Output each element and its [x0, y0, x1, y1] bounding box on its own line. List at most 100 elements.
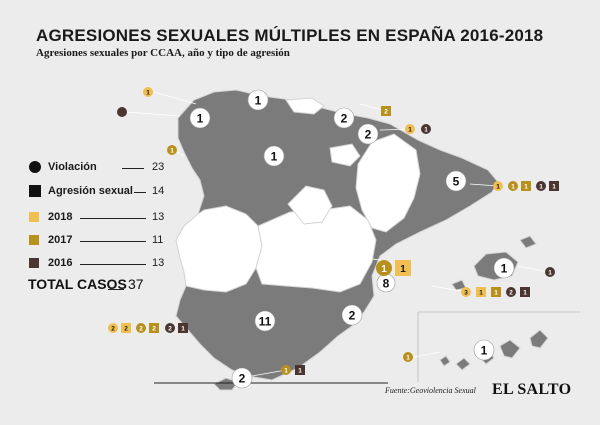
total-count: 37 — [128, 276, 144, 292]
marker-shape — [149, 323, 159, 333]
legend-2017-count: 11 — [152, 234, 164, 246]
region-extremadura — [175, 205, 263, 293]
marker-count: 1 — [511, 184, 515, 191]
region-bubble-andalucia: 11 — [254, 310, 276, 332]
marker-shape — [108, 323, 118, 333]
region-count-label: 1 — [501, 262, 508, 276]
violacion-marker-2017: 1 — [376, 260, 392, 276]
region-bubble-castilla-leon: 1 — [263, 145, 285, 167]
marker-count: 2 — [152, 326, 156, 333]
marker-shape — [461, 287, 471, 297]
violacion-marker-2018: 1 — [493, 181, 503, 191]
marker-count: 2 — [509, 290, 513, 297]
source-note: Fuente:Geoviolencia Sexual — [385, 386, 476, 395]
marker-count: 2 — [139, 326, 143, 333]
region-count-label: 1 — [197, 112, 204, 126]
region-aragon — [355, 133, 421, 233]
region-bubble-circle — [473, 339, 495, 361]
legend-2017-label: 2017 — [48, 234, 73, 246]
marker-shape — [493, 181, 503, 191]
marker-shape — [295, 365, 305, 375]
agresion-marker-2017: 1 — [491, 287, 501, 297]
marker-count: 1 — [496, 184, 500, 191]
region-la-rioja — [329, 143, 361, 167]
marker-count: 1 — [479, 290, 483, 297]
canarias-inset-frame — [417, 311, 580, 382]
agresion-marker-2016: 1 — [178, 323, 188, 333]
violacion-marker-2018: 3 — [461, 287, 471, 297]
marker-count: 1 — [284, 368, 288, 375]
legend-2016-count: 13 — [152, 257, 165, 269]
marker-shape — [476, 287, 486, 297]
legend-line — [80, 218, 146, 219]
total-line — [108, 289, 124, 290]
region-bubble-circle — [247, 89, 269, 111]
marker-shape — [117, 107, 127, 117]
region-bubble-baleares: 1 — [493, 257, 515, 279]
region-bubble-murcia: 2 — [341, 304, 363, 326]
legend-line — [80, 241, 146, 242]
agresion-marker-2018: 1 — [476, 287, 486, 297]
total-label: TOTAL CASOS — [28, 276, 127, 292]
region-bubble-valencia: 8 — [376, 273, 396, 293]
region-bubble-navarra: 2 — [357, 123, 379, 145]
marker-shape — [395, 260, 411, 276]
marker-count: 1 — [552, 184, 556, 191]
region-bubble-circle — [341, 304, 363, 326]
violacion-marker-2016: 2 — [165, 323, 175, 333]
region-count-label: 2 — [341, 112, 348, 126]
violacion-marker-2017: 1 — [508, 181, 518, 191]
marker-count: 2 — [168, 326, 172, 333]
marker-count: 1 — [408, 127, 412, 134]
region-bubble-pais-vasco: 2 — [333, 107, 355, 129]
region-count-label: 2 — [349, 309, 356, 323]
legend-agresion-label: Agresión sexual — [48, 185, 133, 197]
region-ceuta — [213, 377, 239, 391]
region-cantabria — [285, 97, 325, 115]
violacion-marker-2016: 1 — [421, 124, 431, 134]
violacion-marker-2016: 1 — [545, 267, 555, 277]
marker-shape — [403, 352, 413, 362]
marker-count: 2 — [384, 109, 388, 116]
marker-shape — [549, 181, 559, 191]
region-count-label: 8 — [383, 277, 390, 291]
region-bubble-circle — [254, 310, 276, 332]
agresion-marker-2016: 1 — [549, 181, 559, 191]
leader-line — [125, 111, 181, 117]
marker-count: 1 — [424, 127, 428, 134]
violacion-marker-2017: 1 — [281, 365, 291, 375]
legend-line — [134, 192, 146, 193]
region-bubble-circle — [333, 107, 355, 129]
region-bubble-canarias: 1 — [473, 339, 495, 361]
marker-shape — [136, 323, 146, 333]
violacion-marker-2018: 1 — [405, 124, 415, 134]
leader-line — [517, 265, 549, 273]
marker-count: 1 — [146, 90, 150, 97]
violacion-marker-2017: 1 — [167, 145, 177, 155]
marker-count: 1 — [181, 326, 185, 333]
marker-count: 1 — [381, 264, 387, 275]
agresion-square-icon — [29, 185, 41, 197]
marker-count: 1 — [406, 355, 410, 362]
region-bubble-circle — [189, 107, 211, 129]
region-bubble-circle — [445, 170, 467, 192]
region-bubble-ceuta: 2 — [231, 367, 253, 389]
region-madrid — [287, 185, 333, 225]
brand-logo: EL SALTO — [492, 381, 572, 398]
leader-line — [251, 369, 287, 377]
region-count-label: 1 — [271, 150, 278, 164]
marker-shape — [178, 323, 188, 333]
region-castilla-la-mancha — [255, 205, 377, 293]
marker-count: 2 — [124, 326, 128, 333]
region-bubble-cataluna: 5 — [445, 170, 467, 192]
marker-shape — [421, 124, 431, 134]
marker-count: 1 — [548, 270, 552, 277]
agresion-marker-2017: 1 — [521, 181, 531, 191]
marker-count: 1 — [400, 264, 406, 275]
leader-line — [413, 351, 441, 358]
marker-count: 1 — [170, 148, 174, 155]
leader-line — [153, 91, 197, 105]
